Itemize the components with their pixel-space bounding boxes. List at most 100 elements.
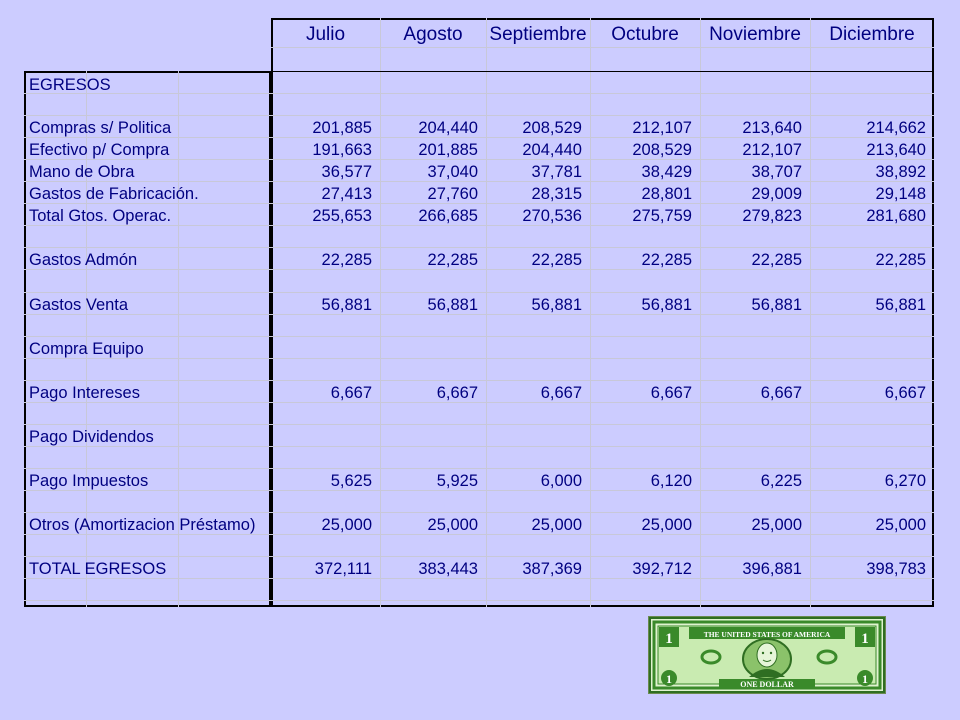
value-cell: 27,760 [427,185,478,203]
value-cell: 25,000 [751,516,802,534]
grid-vline [810,18,811,607]
grid-vline [380,18,381,607]
value-cell: 396,881 [742,560,802,578]
grid-vline [700,18,701,607]
dollar-bill-svg: THE UNITED STATES OF AMERICA ONE DOLLAR … [649,617,885,693]
grid-hline [24,402,934,403]
month-header: Octubre [611,24,679,45]
grid-hline [24,490,934,491]
value-cell: 6,270 [884,472,926,490]
value-cell [380,338,478,360]
month-header: Septiembre [489,24,587,45]
grid-vline [590,18,591,607]
month-header: Diciembre [829,24,915,45]
grid-hline [24,578,934,579]
labels-panel [24,71,271,607]
row-label: Gastos Admón [29,251,138,269]
value-cell: 38,429 [641,163,692,181]
grid-hline [24,314,934,315]
value-cell [810,426,926,448]
row-label: Pago Dividendos [29,428,154,446]
value-cell: 6,667 [540,384,582,402]
grid-hline [24,203,934,204]
value-cell: 275,759 [632,207,692,225]
grid-hline [24,159,934,160]
value-cell: 56,881 [321,296,372,314]
row-label: Compras s/ Politica [29,119,172,137]
value-cell: 22,285 [321,251,372,269]
row-label: Otros (Amortizacion Préstamo) [29,516,256,534]
row-label: Mano de Obra [29,163,135,181]
value-cell [380,426,478,448]
value-cell: 212,107 [742,141,802,159]
value-cell: 214,662 [866,119,926,137]
value-cell: 25,000 [321,516,372,534]
value-cell: 38,707 [751,163,802,181]
value-cell: 37,781 [531,163,582,181]
value-cell: 27,413 [321,185,372,203]
grid-hline [24,446,934,447]
row-label: Gastos Venta [29,296,129,314]
grid-hline [271,47,934,48]
value-cell: 56,881 [531,296,582,314]
value-cell: 37,040 [427,163,478,181]
value-cell [590,426,692,448]
value-cell [486,426,582,448]
bill-denomination-top-left: 1 [665,631,673,647]
value-cell: 36,577 [321,163,372,181]
month-header: Noviembre [709,24,801,45]
grid-vline [178,71,179,607]
value-cell [590,338,692,360]
value-cell: 29,009 [751,185,802,203]
row-label: Compra Equipo [29,340,144,358]
value-cell: 29,148 [875,185,926,203]
value-cell: 22,285 [875,251,926,269]
value-cell: 25,000 [875,516,926,534]
value-cell: 213,640 [866,141,926,159]
row-label: TOTAL EGRESOS [29,560,167,578]
grid-hline [24,512,934,513]
row-label: Gastos de Fabricación. [29,185,199,203]
row-label: Efectivo p/ Compra [29,141,170,159]
value-cell: 6,120 [650,472,692,490]
section-title: EGRESOS [29,76,111,94]
month-header: Agosto [403,24,463,45]
value-cell: 212,107 [632,119,692,137]
grid-vline [86,71,87,607]
row-label: Pago Impuestos [29,472,149,490]
value-cell: 266,685 [418,207,478,225]
value-cell: 387,369 [522,560,582,578]
bill-denomination-bottom-right: 1 [862,672,868,686]
value-cell: 25,000 [531,516,582,534]
value-cell: 56,881 [641,296,692,314]
value-cell: 25,000 [427,516,478,534]
value-cell [810,338,926,360]
value-cell: 191,663 [312,141,372,159]
value-cell: 25,000 [641,516,692,534]
value-cell: 22,285 [427,251,478,269]
bill-bottom-text: ONE DOLLAR [740,680,794,689]
grid-hline [24,115,934,116]
value-cell: 383,443 [418,560,478,578]
value-cell [271,426,372,448]
dollar-bill-image: THE UNITED STATES OF AMERICA ONE DOLLAR … [648,616,886,694]
value-cell: 56,881 [875,296,926,314]
grid-hline [24,269,934,270]
value-cell: 372,111 [314,560,372,578]
value-cell: 201,885 [312,119,372,137]
grid-hline [24,534,934,535]
values-panel [271,18,934,607]
grid-hline [24,358,934,359]
row-label: Total Gtos. Operac. [29,207,172,225]
value-cell: 5,925 [436,472,478,490]
month-header: Julio [305,24,346,45]
value-cell: 6,000 [540,472,582,490]
value-cell: 204,440 [522,141,582,159]
grid-hline [24,93,934,94]
grid-hline [24,247,934,248]
grid-hline [24,380,934,381]
value-cell: 281,680 [866,207,926,225]
value-cell: 56,881 [751,296,802,314]
value-cell: 28,315 [531,185,582,203]
value-cell [700,338,802,360]
